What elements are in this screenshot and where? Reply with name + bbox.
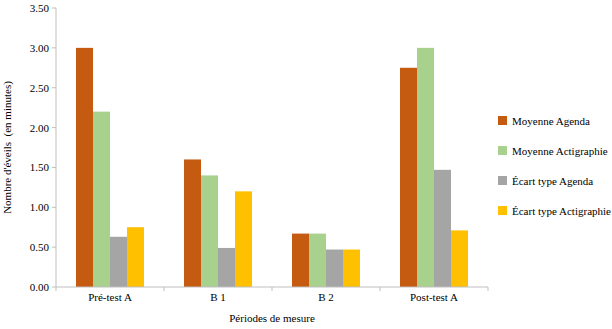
y-tick <box>52 207 56 208</box>
legend: Moyenne Agenda Moyenne Actigraphie Écart t… <box>498 115 611 217</box>
x-tick <box>380 287 381 291</box>
bar <box>235 191 252 287</box>
y-tick <box>52 8 56 9</box>
y-axis <box>56 8 57 287</box>
bar <box>93 112 110 287</box>
bar <box>434 170 451 287</box>
y-tick-label: 3.00 <box>30 42 50 54</box>
y-tick-label: 2.00 <box>30 122 50 134</box>
y-tick-label: 1.00 <box>30 201 50 213</box>
y-tick-label: 0.50 <box>30 241 50 253</box>
x-axis-label: Périodes de mesure <box>229 312 315 324</box>
bar <box>110 237 127 287</box>
bar <box>76 48 93 287</box>
legend-label: Moyenne Actigraphie <box>512 145 608 157</box>
bar <box>400 68 417 287</box>
y-tick-label: 2.50 <box>30 82 50 94</box>
legend-swatch <box>498 206 507 215</box>
x-tick-label: B 1 <box>210 291 226 303</box>
y-tick <box>52 47 56 48</box>
x-tick <box>164 287 165 291</box>
x-tick <box>56 287 57 291</box>
y-tick <box>52 167 56 168</box>
y-tick <box>52 87 56 88</box>
bar <box>127 227 144 287</box>
legend-swatch <box>498 146 507 155</box>
chart-root: 0.00 0.50 1.00 1.50 2.00 2.50 3.00 3.50 Pré-test… <box>0 0 612 329</box>
y-tick-label: 3.50 <box>30 2 50 14</box>
legend-label: Écart type Actigraphie <box>512 205 611 217</box>
x-tick <box>272 287 273 291</box>
x-tick-label: B 2 <box>318 291 334 303</box>
bar <box>184 159 201 287</box>
legend-swatch <box>498 176 507 185</box>
bars <box>76 48 468 287</box>
y-tick-label: 0.00 <box>30 281 50 293</box>
y-tick <box>52 247 56 248</box>
bar <box>343 250 360 287</box>
bar <box>201 175 218 287</box>
legend-label: Écart type Agenda <box>512 175 593 187</box>
y-axis-label: Nombre d'éveils (en minutes) <box>1 81 14 214</box>
bar <box>326 250 343 287</box>
bar <box>417 48 434 287</box>
x-tick <box>488 287 489 291</box>
legend-label: Moyenne Agenda <box>512 115 590 127</box>
legend-swatch <box>498 116 507 125</box>
y-tick-label: 1.50 <box>30 161 50 173</box>
y-tick <box>52 127 56 128</box>
chart-svg: 0.00 0.50 1.00 1.50 2.00 2.50 3.00 3.50 Pré-test… <box>0 0 612 329</box>
x-tick-label: Post-test A <box>410 291 458 303</box>
bar <box>292 234 309 287</box>
y-tick <box>52 287 56 288</box>
bar <box>218 248 235 287</box>
bar <box>451 230 468 287</box>
x-tick-label: Pré-test A <box>88 291 132 303</box>
bar <box>309 234 326 287</box>
